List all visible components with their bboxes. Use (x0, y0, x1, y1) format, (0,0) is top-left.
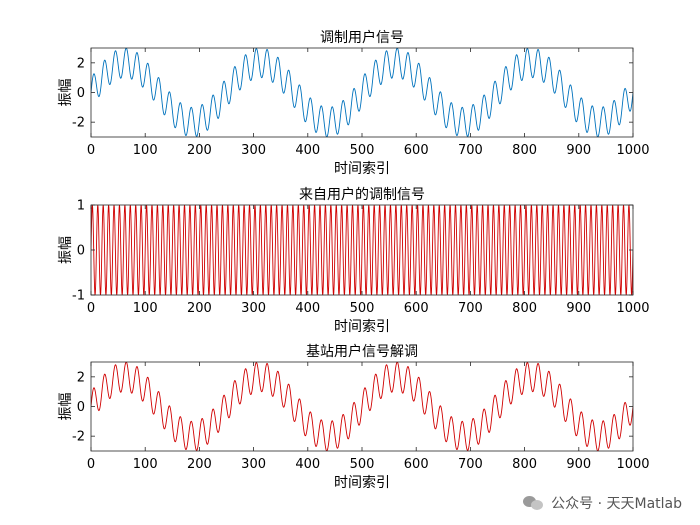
x-tick-label: 300 (241, 301, 266, 316)
x-tick-label: 400 (295, 301, 320, 316)
x-tick-label: 0 (87, 457, 95, 472)
x-axis-label: 时间索引 (334, 474, 390, 491)
y-axis-label: 振幅 (58, 236, 74, 264)
x-tick-label: 1000 (616, 457, 649, 472)
x-axis-label: 时间索引 (334, 160, 390, 177)
x-tick-label: 500 (350, 143, 375, 158)
x-tick-label: 500 (350, 301, 375, 316)
y-tick-label: -2 (72, 430, 85, 445)
x-tick-label: 700 (458, 143, 483, 158)
x-tick-label: 900 (566, 457, 591, 472)
series-line-2-0 (91, 362, 633, 451)
x-tick-label: 600 (404, 457, 429, 472)
wechat-icon (523, 494, 545, 512)
subplot-modulated-signal-from-user: 0 100 200 300 400 500 600 700 800 900 1000-101来自用户… (58, 186, 650, 335)
x-tick-label: 800 (512, 457, 537, 472)
x-tick-label: 100 (133, 301, 158, 316)
y-tick-label: -1 (72, 289, 85, 304)
x-tick-label: 0 (87, 301, 95, 316)
x-tick-label: 400 (295, 143, 320, 158)
x-axis-label: 时间索引 (334, 318, 390, 335)
y-tick-label: 0 (77, 86, 85, 101)
x-tick-label: 1000 (616, 301, 649, 316)
x-tick-label: 100 (133, 457, 158, 472)
x-tick-label: 300 (241, 143, 266, 158)
y-tick-label: 2 (77, 370, 85, 385)
x-tick-label: 700 (458, 301, 483, 316)
watermark-text: 公众号 · 天天Matlab (551, 496, 682, 512)
x-tick-label: 300 (241, 457, 266, 472)
x-tick-label: 200 (187, 301, 212, 316)
x-tick-label: 800 (512, 301, 537, 316)
x-tick-label: 900 (566, 301, 591, 316)
series-line-1-0 (91, 205, 633, 295)
watermark: 公众号 · 天天Matlab (523, 493, 682, 513)
x-tick-label: 0 (87, 143, 95, 158)
x-tick-label: 200 (187, 457, 212, 472)
x-tick-label: 600 (404, 301, 429, 316)
series-line-0-0 (91, 48, 633, 137)
x-tick-label: 900 (566, 143, 591, 158)
y-tick-label: 2 (77, 56, 85, 71)
x-tick-label: 1000 (616, 143, 649, 158)
y-tick-label: 1 (77, 199, 85, 214)
y-tick-label: 0 (77, 244, 85, 259)
x-tick-label: 700 (458, 457, 483, 472)
chart-title: 调制用户信号 (320, 29, 404, 46)
chart-title: 基站用户信号解调 (306, 343, 418, 360)
x-tick-label: 400 (295, 457, 320, 472)
y-tick-label: -2 (72, 116, 85, 131)
x-tick-label: 800 (512, 143, 537, 158)
x-tick-label: 600 (404, 143, 429, 158)
x-tick-label: 100 (133, 143, 158, 158)
chart-title: 来自用户的调制信号 (299, 186, 425, 203)
y-axis-label: 振幅 (58, 79, 74, 107)
subplot-base-station-demodulation: 0 100 200 300 400 500 600 700 800 900 1000-202基站用户… (58, 343, 650, 491)
x-tick-label: 500 (350, 457, 375, 472)
subplot-modulated-user-signal: 0 100 200 300 400 500 600 700 800 900 1000-202调制用户… (58, 29, 650, 177)
y-tick-label: 0 (77, 400, 85, 415)
x-tick-label: 200 (187, 143, 212, 158)
y-axis-label: 振幅 (58, 393, 74, 421)
